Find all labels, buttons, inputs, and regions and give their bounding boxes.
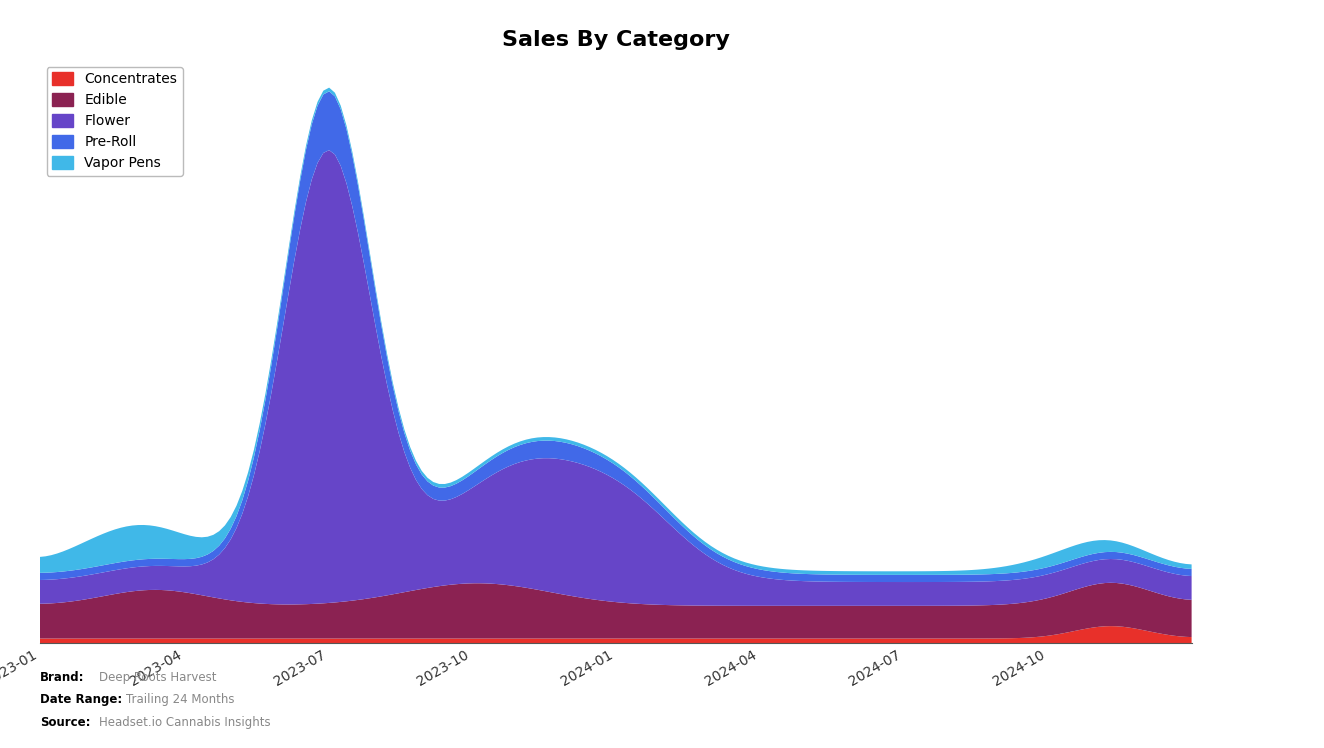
Text: Source:: Source: xyxy=(40,716,90,729)
Text: Headset.io Cannabis Insights: Headset.io Cannabis Insights xyxy=(99,716,271,729)
Title: Sales By Category: Sales By Category xyxy=(502,30,730,50)
Text: Brand:: Brand: xyxy=(40,671,85,684)
Text: Trailing 24 Months: Trailing 24 Months xyxy=(126,693,234,706)
Text: Deep Roots Harvest: Deep Roots Harvest xyxy=(99,671,217,684)
Text: Date Range:: Date Range: xyxy=(40,693,122,706)
Legend: Concentrates, Edible, Flower, Pre-Roll, Vapor Pens: Concentrates, Edible, Flower, Pre-Roll, … xyxy=(46,67,183,176)
